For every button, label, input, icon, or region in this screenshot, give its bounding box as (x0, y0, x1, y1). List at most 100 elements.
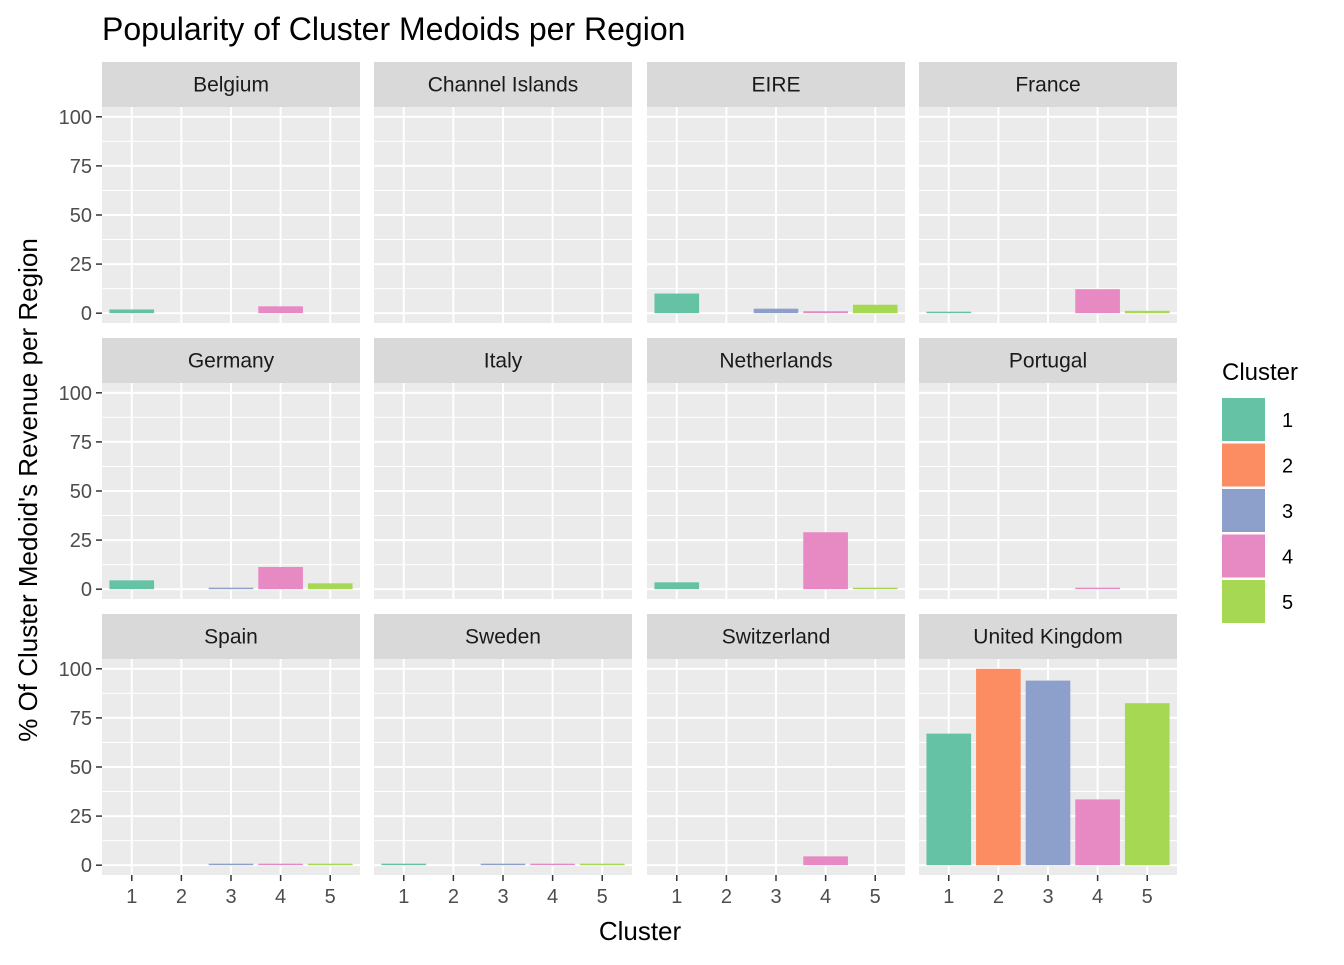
legend-label-1: 1 (1282, 410, 1293, 432)
x-tick-label: 2 (721, 886, 732, 908)
y-tick-label: 25 (70, 806, 92, 828)
x-tick-label: 3 (225, 886, 236, 908)
bar-eire-cluster-4 (803, 311, 848, 314)
bar-spain-cluster-4 (258, 863, 303, 866)
facet-strip (919, 614, 1177, 659)
legend-label-5: 5 (1282, 592, 1293, 614)
facet-netherlands: Netherlands (647, 338, 905, 599)
facet-strip (919, 338, 1177, 383)
x-tick-label: 3 (770, 886, 781, 908)
legend-title: Cluster (1222, 359, 1298, 386)
x-tick-label: 5 (597, 886, 608, 908)
x-tick-label: 1 (126, 886, 137, 908)
bar-switzerland-cluster-4 (803, 856, 848, 866)
y-axis-title: % Of Cluster Medoid's Revenue per Region (13, 238, 43, 742)
bar-sweden-cluster-3 (480, 863, 526, 866)
legend-label-2: 2 (1282, 456, 1293, 478)
x-tick-label: 5 (1142, 886, 1153, 908)
x-tick-label: 1 (398, 886, 409, 908)
legend-key-1 (1222, 398, 1265, 441)
facet-spain: Spain 0 25 50 75 100 1 2 3 4 5 (59, 614, 360, 908)
facet-france: France (919, 62, 1177, 323)
x-tick-label: 5 (870, 886, 881, 908)
facet-strip-label: Spain (204, 626, 258, 649)
bar-netherlands-cluster-4 (803, 532, 848, 590)
legend-label-3: 3 (1282, 501, 1293, 523)
y-tick-label: 50 (70, 757, 92, 779)
facet-strip (647, 338, 905, 383)
facet-strip-label: United Kingdom (973, 626, 1122, 649)
x-tick-label: 2 (993, 886, 1004, 908)
facet-strip-label: Belgium (193, 74, 269, 97)
bar-united-kingdom-cluster-4 (1075, 799, 1120, 866)
facet-sweden: Sweden 1 2 3 4 5 (374, 614, 632, 908)
y-tick-label: 100 (59, 107, 92, 129)
bar-germany-cluster-5 (307, 583, 353, 590)
y-tick-label: 100 (59, 383, 92, 405)
facet-strip (647, 62, 905, 107)
facet-belgium: Belgium 0 25 50 75 100 (59, 62, 360, 325)
legend-label-4: 4 (1282, 547, 1293, 569)
facet-italy: Italy (374, 338, 632, 599)
bar-united-kingdom-cluster-2 (976, 668, 1021, 866)
bar-germany-cluster-4 (258, 566, 303, 590)
facet-portugal: Portugal (919, 338, 1177, 599)
bar-united-kingdom-cluster-5 (1124, 703, 1170, 866)
facet-united-kingdom: United Kingdom 1 2 3 4 5 (919, 614, 1177, 908)
facet-strip-label: Switzerland (722, 626, 831, 649)
bar-sweden-cluster-5 (579, 863, 625, 866)
facet-strip (102, 338, 360, 383)
x-tick-label: 4 (547, 886, 558, 908)
y-tick-label: 100 (59, 659, 92, 681)
x-tick-label: 3 (497, 886, 508, 908)
bar-united-kingdom-cluster-1 (926, 733, 972, 866)
bar-netherlands-cluster-5 (852, 587, 898, 590)
bar-france-cluster-4 (1075, 289, 1120, 314)
facet-strip-label: EIRE (751, 74, 800, 97)
y-tick-label: 25 (70, 530, 92, 552)
facet-strip-label: Sweden (465, 626, 541, 649)
bar-eire-cluster-1 (654, 293, 700, 314)
bar-portugal-cluster-4 (1075, 587, 1120, 590)
legend: Cluster 1 2 3 4 5 (1222, 359, 1298, 623)
y-tick-label: 0 (81, 303, 92, 325)
facet-eire: EIRE (647, 62, 905, 323)
facet-strip (374, 614, 632, 659)
bar-united-kingdom-cluster-3 (1025, 680, 1071, 866)
y-tick-label: 0 (81, 855, 92, 877)
bar-spain-cluster-3 (208, 863, 254, 866)
y-tick-label: 75 (70, 432, 92, 454)
legend-key-4 (1222, 534, 1265, 578)
bar-germany-cluster-3 (208, 587, 254, 590)
facet-strip-label: Channel Islands (428, 74, 579, 97)
x-tick-label: 3 (1042, 886, 1053, 908)
facet-switzerland: Switzerland 1 2 3 4 5 (647, 614, 905, 908)
facet-channel-islands: Channel Islands (374, 62, 632, 323)
bar-eire-cluster-3 (753, 308, 799, 314)
bar-sweden-cluster-4 (530, 863, 575, 866)
y-tick-label: 25 (70, 254, 92, 276)
legend-key-3 (1222, 489, 1265, 532)
bar-eire-cluster-5 (852, 304, 898, 314)
facet-strip-label: Germany (188, 350, 275, 373)
facet-strip (919, 62, 1177, 107)
facet-strip-label: France (1015, 74, 1080, 97)
x-tick-label: 1 (943, 886, 954, 908)
facet-strip (102, 62, 360, 107)
x-tick-label: 4 (275, 886, 286, 908)
y-tick-label: 75 (70, 156, 92, 178)
bar-belgium-cluster-1 (109, 309, 155, 314)
y-tick-label: 0 (81, 579, 92, 601)
y-tick-label: 50 (70, 205, 92, 227)
x-tick-label: 2 (448, 886, 459, 908)
bar-france-cluster-5 (1124, 310, 1170, 314)
facet-germany: Germany 0 25 50 75 100 (59, 338, 360, 601)
legend-key-2 (1222, 443, 1265, 487)
facet-strip (374, 62, 632, 107)
legend-key-5 (1222, 580, 1265, 623)
x-tick-label: 4 (1092, 886, 1103, 908)
facet-strip-label: Portugal (1009, 350, 1087, 373)
